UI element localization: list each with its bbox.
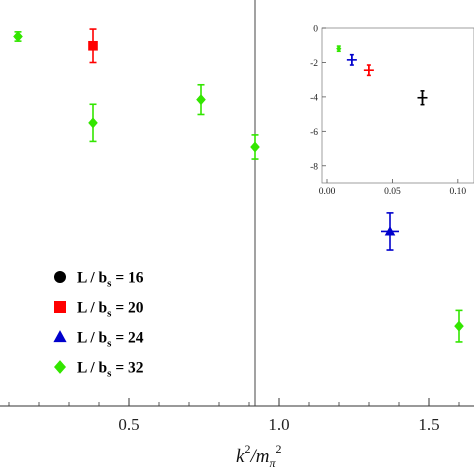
inset-data-points bbox=[336, 45, 428, 106]
legend-entry: L / bs = 16 bbox=[54, 270, 144, 290]
data-point-diamond bbox=[196, 94, 206, 106]
x-axis-ticks: 0.5 1.0 1.5 bbox=[8, 398, 460, 434]
legend-entry: L / bs = 32 bbox=[54, 360, 144, 380]
inset-x-tick-label: 0.05 bbox=[384, 187, 401, 197]
legend-label: L / bs = 32 bbox=[77, 360, 144, 380]
legend-marker-circle bbox=[54, 271, 66, 283]
inset-x-tick-label: 0.10 bbox=[450, 187, 467, 197]
inset-y-tick-label: -8 bbox=[310, 162, 318, 172]
inset-axis-ticks: 0.00 0.05 0.10 0 -2 -4 -6 -8 bbox=[310, 25, 466, 198]
inset-y-tick-label: -2 bbox=[310, 59, 318, 69]
main-data-points bbox=[13, 28, 464, 343]
legend-entry: L / bs = 20 bbox=[54, 300, 144, 320]
inset-y-tick-label: 0 bbox=[313, 25, 318, 35]
main-plot-frame bbox=[0, 0, 474, 407]
data-point-square bbox=[88, 40, 98, 51]
legend: L / bs = 16 L / bs = 20 L / bs = 24 L / bs … bbox=[53, 270, 144, 380]
inset-plot-frame bbox=[321, 27, 474, 184]
legend-label: L / bs = 20 bbox=[77, 300, 144, 320]
legend-entry: L / bs = 24 bbox=[53, 330, 144, 350]
legend-marker-square bbox=[54, 301, 66, 313]
inset-y-tick-label: -4 bbox=[310, 93, 318, 103]
inset-data-point-diamond bbox=[336, 45, 342, 52]
data-point-diamond bbox=[454, 320, 464, 332]
legend-label: L / bs = 16 bbox=[77, 270, 144, 290]
inset-x-tick-label: 0.00 bbox=[319, 187, 336, 197]
data-point-diamond bbox=[13, 30, 23, 43]
legend-marker-diamond bbox=[54, 360, 66, 374]
legend-label: L / bs = 24 bbox=[77, 330, 144, 350]
legend-marker-triangle bbox=[53, 330, 67, 343]
x-tick-label: 1.5 bbox=[418, 415, 439, 434]
inset-data-point-cross bbox=[346, 54, 357, 65]
data-point-triangle bbox=[384, 225, 396, 236]
x-axis-label: k2/mπ2 bbox=[236, 442, 281, 470]
inset-data-point-cross bbox=[363, 65, 374, 76]
x-tick-label: 1.0 bbox=[268, 415, 289, 434]
x-tick-label: 0.5 bbox=[118, 415, 139, 434]
data-point-diamond bbox=[250, 141, 260, 153]
inset-y-tick-label: -6 bbox=[310, 128, 318, 138]
data-point-diamond bbox=[88, 117, 98, 129]
inset-data-point-cross bbox=[417, 92, 428, 103]
